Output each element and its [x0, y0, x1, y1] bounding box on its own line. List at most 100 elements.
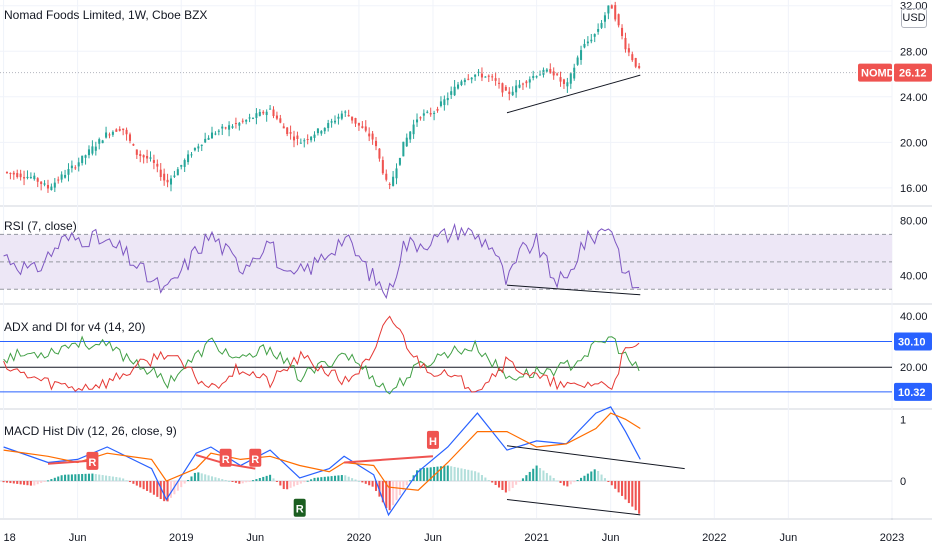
macd-histogram-bar	[193, 472, 196, 481]
macd-histogram-bar	[190, 476, 193, 481]
candle-body	[470, 77, 473, 80]
macd-histogram-bar	[81, 473, 84, 481]
macd-histogram-bar	[549, 475, 552, 481]
macd-histogram-bar	[597, 471, 600, 481]
macd-histogram-bar	[627, 480, 630, 504]
candle-body	[217, 130, 220, 132]
candle-body	[105, 132, 108, 138]
macd-histogram-bar	[467, 469, 470, 481]
macd-histogram-bar	[210, 476, 214, 481]
candle-body	[197, 146, 200, 149]
plus-di-line	[3, 335, 640, 395]
macd-histogram-bar	[320, 477, 323, 481]
candle-body	[282, 126, 285, 129]
candle-body	[163, 173, 166, 181]
macd-histogram-bar	[470, 470, 473, 481]
macd-histogram-bar	[279, 480, 282, 486]
candle-body	[296, 135, 299, 140]
macd-histogram-bar	[340, 475, 343, 481]
adx-pane[interactable]: 30.10 10.32	[0, 315, 932, 401]
adx-legend[interactable]: ADX and DI for v4 (14, 20)	[4, 320, 146, 334]
candle-body	[518, 84, 521, 88]
macd-histogram-bar	[84, 473, 87, 481]
macd-histogram-bar	[409, 480, 412, 482]
candle-body	[180, 165, 183, 167]
macd-legend[interactable]: MACD Hist Div (12, 26, close, 9)	[4, 424, 177, 438]
x-tick-label: Jun	[602, 532, 620, 544]
macd-histogram-bar	[638, 480, 641, 514]
macd-pane[interactable]: R R R R H	[0, 406, 892, 517]
macd-histogram-bar	[573, 480, 576, 483]
adx-level-badge	[894, 382, 932, 401]
candle-body	[381, 160, 384, 174]
macd-histogram-bar	[207, 475, 210, 481]
price-pane[interactable]: 26.12 NOMD	[0, 1, 932, 193]
candle-body	[436, 108, 439, 111]
macd-histogram-bar	[245, 480, 248, 483]
macd-histogram-bar	[351, 478, 354, 481]
minus-di-line	[3, 315, 640, 393]
macd-histogram-bar	[67, 474, 70, 481]
macd-histogram-bar	[289, 480, 292, 488]
macd-histogram-bar	[327, 476, 330, 481]
candle-body	[337, 116, 340, 119]
candle-body	[402, 141, 405, 157]
candle-body	[354, 117, 357, 124]
candle-body	[255, 113, 258, 118]
candle-body	[60, 174, 63, 180]
rsi-legend[interactable]: RSI (7, close)	[4, 219, 77, 233]
candle-body	[275, 115, 278, 119]
candle-body	[624, 37, 627, 50]
candle-body	[460, 81, 463, 85]
x-tick-label: Jun	[779, 532, 797, 544]
price-tick-label: 28.00	[900, 46, 928, 58]
macd-histogram-bar	[36, 480, 39, 485]
chart-title[interactable]: Nomad Foods Limited, 1W, Cboe BZX	[4, 8, 208, 22]
price-tick-label: 24.00	[900, 92, 928, 104]
macd-histogram-bar	[368, 480, 371, 486]
macd-histogram-bar	[521, 478, 524, 481]
divergence-label-box	[219, 448, 232, 467]
macd-histogram-bar	[374, 480, 378, 491]
candle-body	[238, 122, 241, 126]
macd-histogram-bar	[2, 480, 5, 483]
macd-histogram-bar	[614, 480, 617, 489]
candle-body	[528, 79, 531, 83]
macd-histogram-bar	[108, 476, 111, 481]
macd-histogram-bar	[159, 480, 162, 500]
macd-histogram-bar	[357, 480, 360, 482]
candle-body	[176, 169, 179, 176]
currency-button[interactable]: USD	[901, 8, 927, 28]
macd-histogram-bar	[426, 467, 429, 481]
macd-histogram-bar	[610, 480, 613, 486]
candle-body	[597, 29, 600, 32]
candle-body	[330, 121, 333, 123]
macd-histogram-bar	[508, 480, 511, 492]
divergence-label: R	[296, 504, 304, 516]
candle-body	[310, 136, 313, 141]
candle-body	[142, 155, 145, 158]
macd-histogram-bar	[146, 480, 149, 491]
macd-histogram-bar	[313, 477, 316, 481]
candle-body	[627, 48, 630, 53]
candle-body	[74, 167, 77, 169]
macd-histogram-bar	[528, 471, 531, 481]
macd-histogram-bar	[583, 475, 586, 481]
macd-histogram-bar	[532, 468, 535, 481]
macd-histogram-bar	[234, 480, 237, 483]
rsi-pane[interactable]	[0, 222, 892, 300]
candle-body	[368, 133, 371, 137]
candle-body	[12, 172, 15, 175]
candle-body	[262, 111, 265, 114]
macd-histogram-bar	[204, 474, 207, 481]
candle-body	[607, 5, 610, 14]
macd-histogram-bar	[388, 480, 391, 511]
symbol-badge	[858, 63, 892, 82]
last-price-label: 26.12	[899, 68, 927, 80]
candle-body	[128, 134, 132, 141]
candle-body	[77, 162, 80, 167]
price-tick-label: 32.00	[900, 1, 928, 13]
macd-histogram-bar	[183, 480, 186, 484]
candle-body	[484, 76, 487, 78]
macd-histogram-bar	[562, 480, 565, 486]
